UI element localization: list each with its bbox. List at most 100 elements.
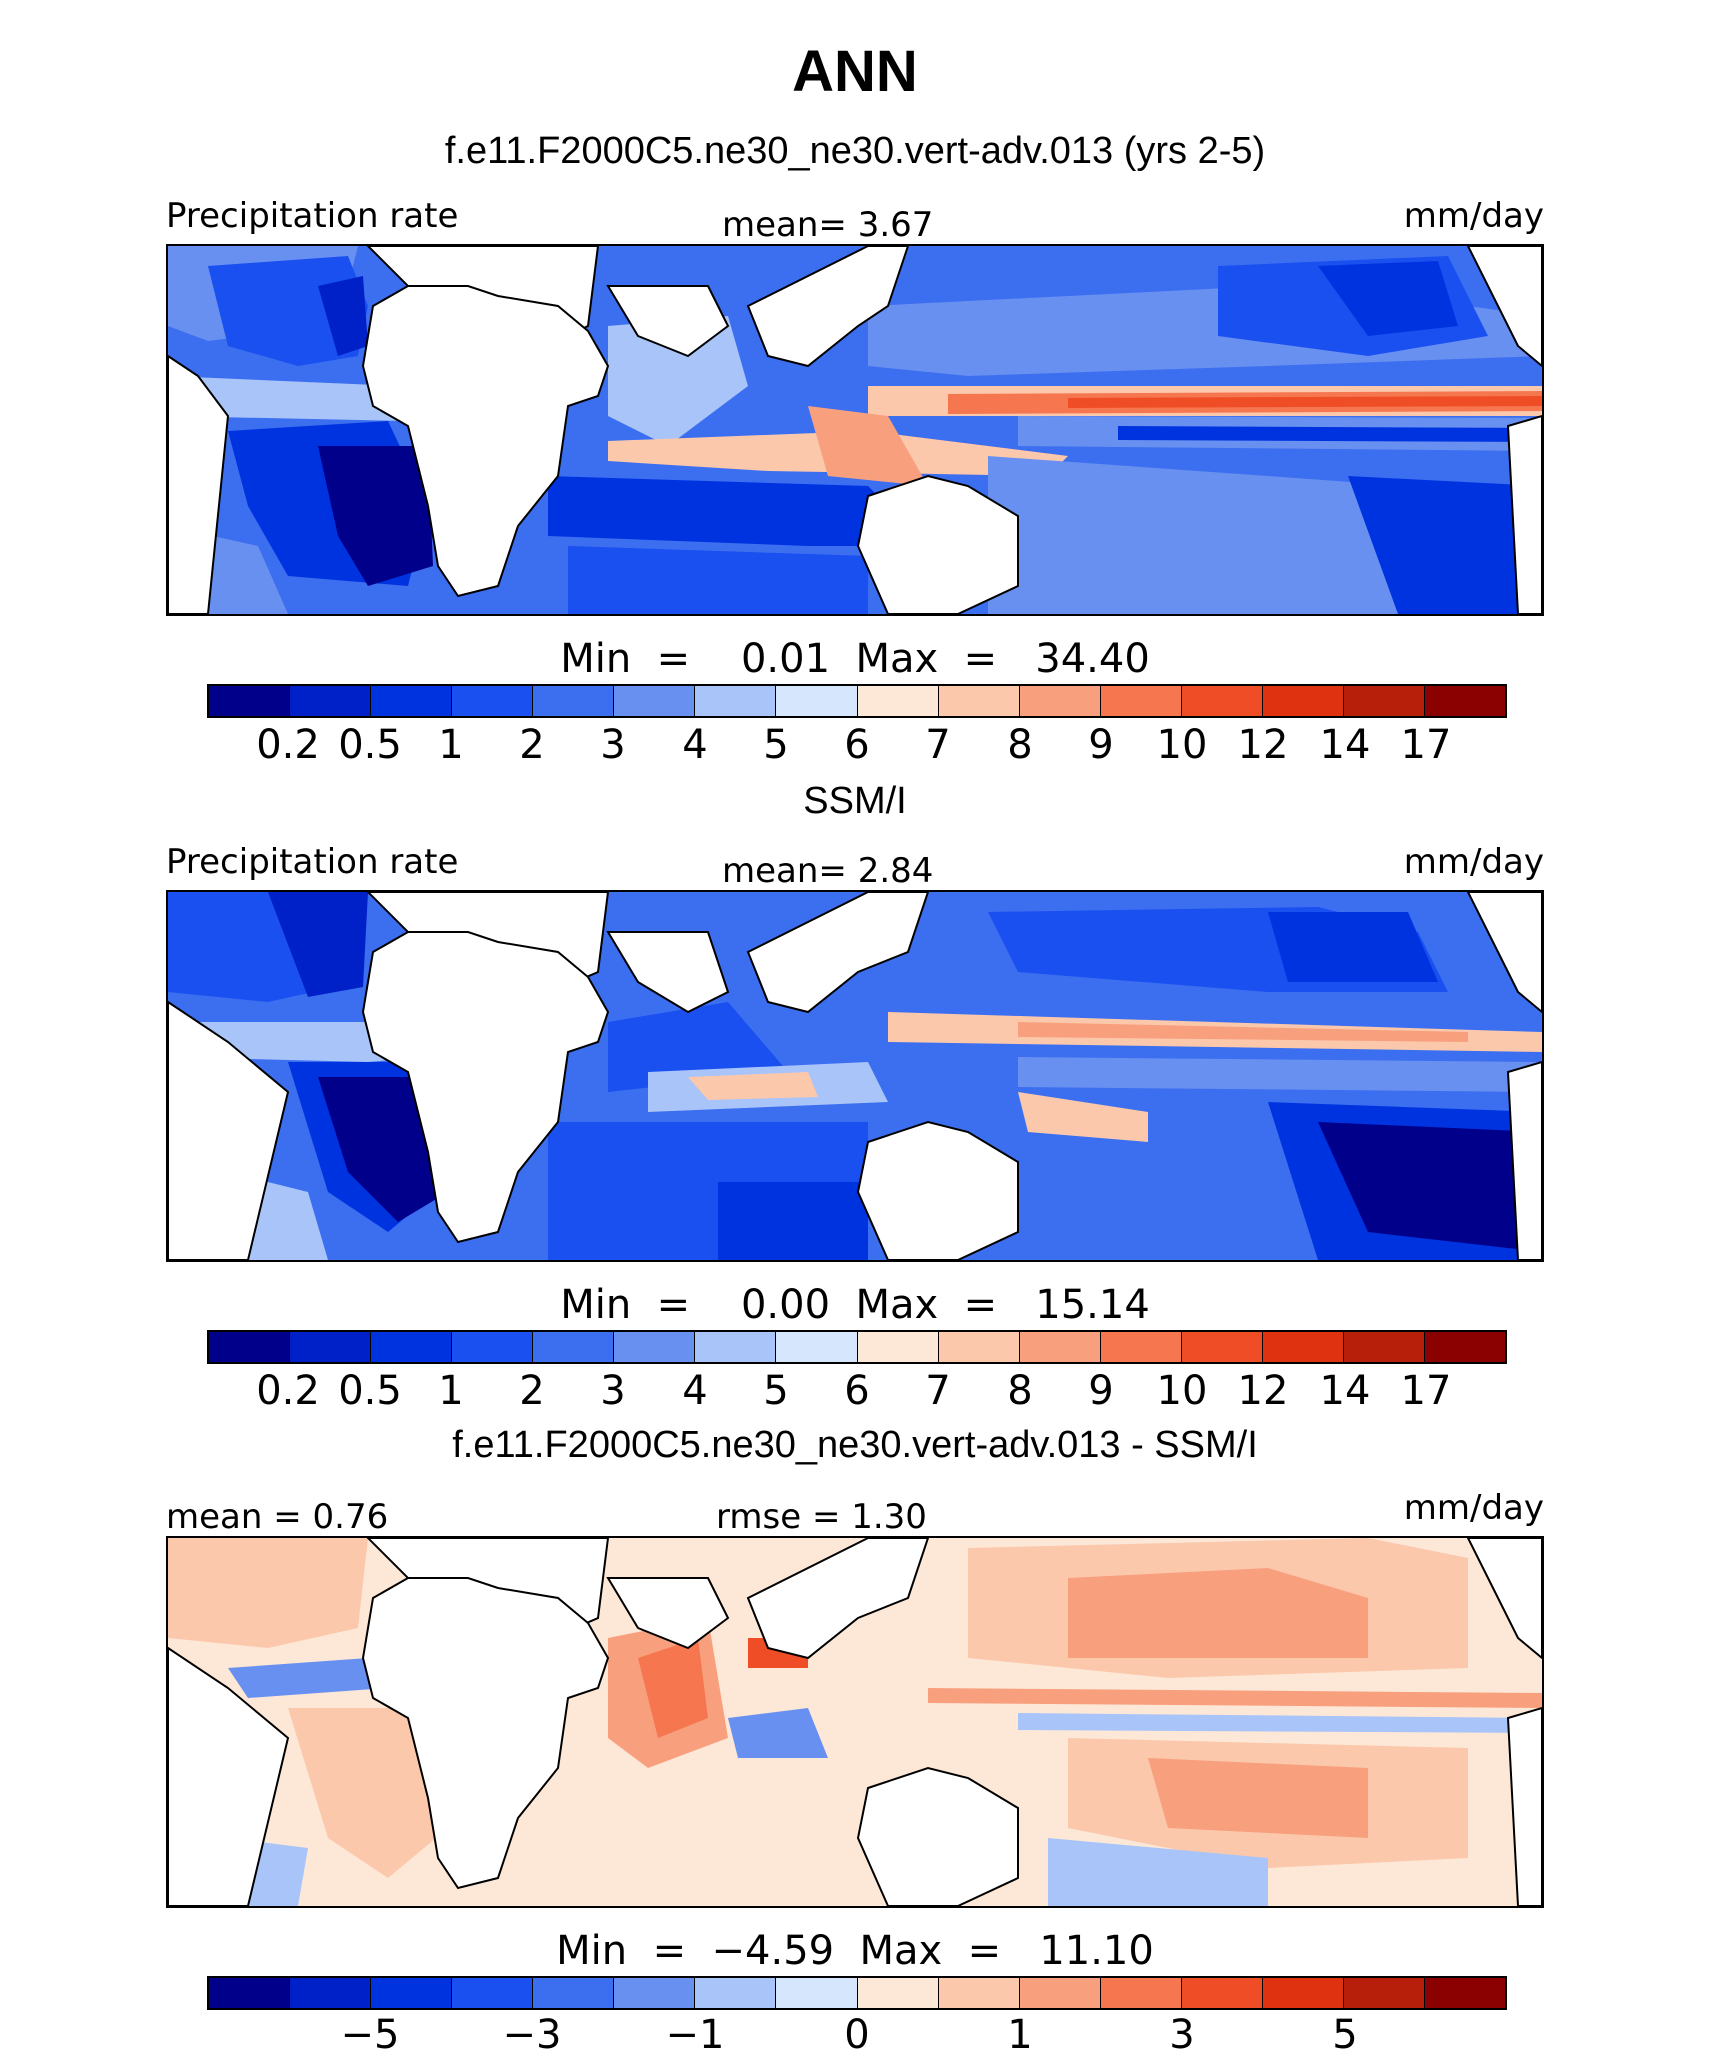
cbar1-tick: 14: [1319, 722, 1371, 768]
cbar3-tick: −3: [502, 2012, 562, 2058]
cbar3-swatch-11: [1100, 1978, 1182, 2008]
cbar1-swatch-2: [371, 686, 453, 716]
cbar1-tick: 12: [1237, 722, 1289, 768]
panel3-map-graphic: [168, 1538, 1542, 1906]
cbar3-swatch-7: [776, 1978, 858, 2008]
cbar3-swatch-15: [1424, 1978, 1505, 2008]
cbar3-swatch-8: [857, 1978, 939, 2008]
panel3-colorbar: [207, 1976, 1507, 2010]
cbar1-tick: 9: [1088, 722, 1114, 768]
cbar1-swatch-0: [209, 686, 291, 716]
panel3-min-max: Min = −4.59 Max = 11.10: [556, 1928, 1154, 1974]
cbar1-swatch-5: [614, 686, 696, 716]
panel3-rmse: rmse = 1.30: [716, 1497, 927, 1537]
panel1-min-max: Min = 0.01 Max = 34.40: [560, 636, 1150, 682]
cbar2-tick: 5: [763, 1368, 789, 1414]
panel3-map: [166, 1536, 1544, 1908]
cbar2-swatch-13: [1262, 1332, 1344, 1362]
cbar1-tick: 6: [844, 722, 870, 768]
cbar3-swatch-0: [209, 1978, 291, 2008]
cbar2-swatch-4: [533, 1332, 615, 1362]
cbar3-swatch-5: [614, 1978, 696, 2008]
cbar2-swatch-14: [1343, 1332, 1425, 1362]
cbar3-tick: 0: [844, 2012, 870, 2058]
panel2-min-max: Min = 0.00 Max = 15.14: [560, 1282, 1150, 1328]
panel1-colorbar: [207, 684, 1507, 718]
cbar3-swatch-10: [1019, 1978, 1101, 2008]
cbar1-swatch-11: [1100, 686, 1182, 716]
cbar2-tick: 1: [438, 1368, 464, 1414]
cbar2-swatch-1: [290, 1332, 372, 1362]
cbar2-swatch-0: [209, 1332, 291, 1362]
cbar1-swatch-15: [1424, 686, 1505, 716]
cbar3-swatch-1: [290, 1978, 372, 2008]
cbar2-swatch-8: [857, 1332, 939, 1362]
main-title: ANN: [792, 39, 918, 104]
cbar3-tick: −1: [665, 2012, 725, 2058]
cbar1-tick: 10: [1156, 722, 1208, 768]
cbar1-tick: 0.2: [256, 722, 320, 768]
cbar1-tick: 1: [438, 722, 464, 768]
cbar1-tick: 4: [682, 722, 708, 768]
cbar3-swatch-4: [533, 1978, 615, 2008]
cbar3-swatch-6: [695, 1978, 777, 2008]
cbar1-swatch-9: [938, 686, 1020, 716]
cbar1-swatch-3: [452, 686, 534, 716]
cbar2-tick: 0.2: [256, 1368, 320, 1414]
panel1-title: f.e11.F2000C5.ne30_ne30.vert-adv.013 (yr…: [444, 130, 1266, 172]
panel2-units: mm/day: [1403, 842, 1544, 882]
cbar1-swatch-4: [533, 686, 615, 716]
cbar3-swatch-9: [938, 1978, 1020, 2008]
cbar3-tick: 3: [1169, 2012, 1195, 2058]
cbar1-tick: 5: [763, 722, 789, 768]
panel2-mean: mean= 2.84: [722, 851, 934, 891]
cbar3-tick: 1: [1007, 2012, 1033, 2058]
panel2-map-graphic: [168, 892, 1542, 1260]
panel3-colorbar-ticks: −5 −3 −1 0 1 3 5: [207, 2012, 1507, 2062]
cbar3-swatch-2: [371, 1978, 453, 2008]
cbar2-swatch-3: [452, 1332, 534, 1362]
cbar2-tick: 17: [1400, 1368, 1452, 1414]
cbar1-swatch-10: [1019, 686, 1101, 716]
cbar2-swatch-6: [695, 1332, 777, 1362]
panel1-colorbar-ticks: 0.2 0.5 1 2 3 4 5 6 7 8 9 10 12 14 17: [207, 722, 1507, 772]
cbar2-swatch-10: [1019, 1332, 1101, 1362]
panel1-units: mm/day: [1403, 196, 1544, 236]
cbar1-swatch-8: [857, 686, 939, 716]
cbar3-swatch-14: [1343, 1978, 1425, 2008]
cbar3-swatch-12: [1181, 1978, 1263, 2008]
cbar3-swatch-13: [1262, 1978, 1344, 2008]
panel3-title: f.e11.F2000C5.ne30_ne30.vert-adv.013 - S…: [452, 1424, 1258, 1466]
cbar1-swatch-14: [1343, 686, 1425, 716]
cbar1-tick: 3: [600, 722, 626, 768]
cbar2-tick: 7: [925, 1368, 951, 1414]
cbar2-tick: 3: [600, 1368, 626, 1414]
panel3-units: mm/day: [1403, 1488, 1544, 1528]
cbar2-tick: 0.5: [338, 1368, 402, 1414]
cbar2-swatch-2: [371, 1332, 453, 1362]
cbar3-tick: −5: [340, 2012, 400, 2058]
cbar2-swatch-11: [1100, 1332, 1182, 1362]
panel1-mean: mean= 3.67: [722, 205, 934, 245]
panel1-map-graphic: [168, 246, 1542, 614]
panel2-colorbar: [207, 1330, 1507, 1364]
cbar2-tick: 6: [844, 1368, 870, 1414]
cbar1-swatch-7: [776, 686, 858, 716]
panel2-left-label: Precipitation rate: [166, 842, 459, 882]
cbar2-tick: 4: [682, 1368, 708, 1414]
panel2-colorbar-ticks: 0.2 0.5 1 2 3 4 5 6 7 8 9 10 12 14 17: [207, 1368, 1507, 1418]
cbar3-tick: 5: [1332, 2012, 1358, 2058]
cbar1-tick: 0.5: [338, 722, 402, 768]
cbar2-swatch-5: [614, 1332, 696, 1362]
cbar2-tick: 2: [519, 1368, 545, 1414]
cbar1-tick: 8: [1007, 722, 1033, 768]
cbar2-tick: 8: [1007, 1368, 1033, 1414]
cbar1-tick: 17: [1400, 722, 1452, 768]
cbar2-swatch-9: [938, 1332, 1020, 1362]
panel1-map: [166, 244, 1544, 616]
cbar3-swatch-3: [452, 1978, 534, 2008]
panel1-left-label: Precipitation rate: [166, 196, 459, 236]
cbar2-tick: 14: [1319, 1368, 1371, 1414]
cbar2-swatch-15: [1424, 1332, 1505, 1362]
cbar1-tick: 7: [925, 722, 951, 768]
